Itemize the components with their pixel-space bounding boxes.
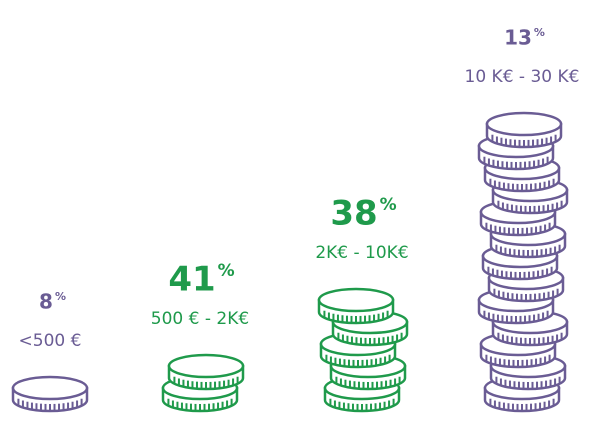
range-label: 500 € - 2K€	[151, 309, 249, 329]
range-label: 2K€ - 10K€	[315, 243, 408, 263]
range-label: <500 €	[19, 331, 82, 351]
percent-sign: %	[218, 261, 235, 281]
range-label: 10 K€ - 30 K€	[465, 67, 580, 87]
percentage: 38	[330, 194, 377, 234]
coin-face	[167, 353, 245, 379]
percent-sign: %	[380, 195, 397, 215]
coin-face	[11, 375, 89, 401]
percentage: 41	[168, 260, 215, 300]
coin-stack	[161, 353, 245, 413]
coin-stack	[317, 287, 409, 413]
coin-face	[317, 287, 395, 313]
coin-stack	[11, 375, 89, 413]
percent-sign: %	[55, 290, 66, 303]
coin-face	[485, 111, 563, 137]
percentage: 8	[39, 290, 53, 314]
percent-sign: %	[534, 26, 545, 39]
coin-stack	[477, 111, 569, 413]
percentage: 13	[504, 26, 532, 50]
